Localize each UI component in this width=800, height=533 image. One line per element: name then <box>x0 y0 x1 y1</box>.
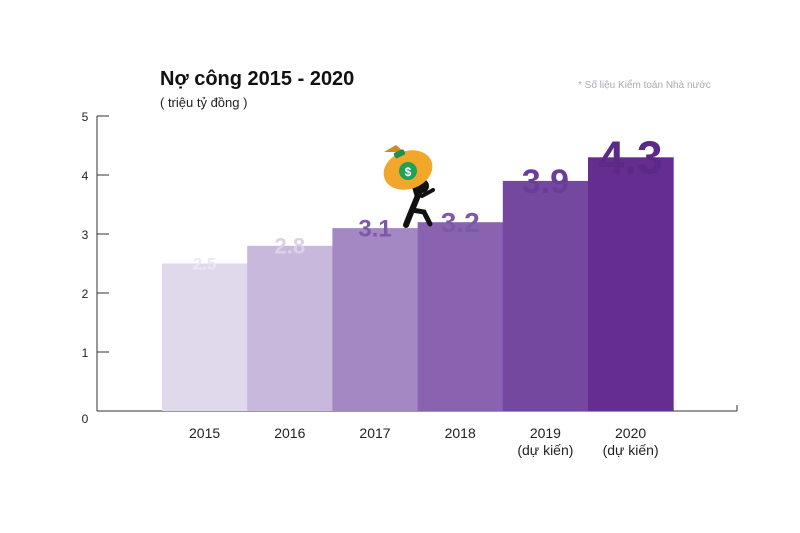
x-tick-labels: 2015 2016 2017 2018 2019 (dự kiến) 2020 (dự kiế… <box>189 425 659 458</box>
x-tick-label: 2016 <box>274 425 305 441</box>
person-carrying-money-bag-icon: $ <box>383 145 435 228</box>
bar <box>502 180 589 411</box>
y-tick-label: 5 <box>82 110 89 124</box>
source-note: * Số liệu Kiểm toán Nhà nước <box>578 80 711 91</box>
bar-value-label: 3.2 <box>441 207 480 238</box>
bar <box>332 228 419 411</box>
bar <box>162 263 248 411</box>
y-tick-label: 4 <box>82 169 89 183</box>
bar-value-label: 2.5 <box>193 254 217 273</box>
bar <box>588 157 674 411</box>
y-tick-label: 2 <box>82 287 89 301</box>
x-tick-label: 2019 (dự kiến) <box>517 425 573 458</box>
value-labels: 2.5 2.8 3.1 3.2 3.9 4.3 <box>193 131 663 273</box>
bar-value-label: 2.8 <box>275 234 306 259</box>
x-tick-label: 2015 <box>189 425 220 441</box>
chart-subtitle: ( triệu tỷ đồng ) <box>160 95 248 110</box>
bars <box>162 157 674 411</box>
y-tick-label: 3 <box>82 228 89 242</box>
x-tick-label: 2017 <box>359 425 390 441</box>
bar <box>417 222 504 411</box>
y-tick-label: 1 <box>82 346 89 360</box>
x-tick-label: 2018 <box>445 425 476 441</box>
bar-value-label: 3.9 <box>522 163 569 201</box>
y-tick-label: 0 <box>82 412 89 426</box>
svg-text:$: $ <box>405 165 412 179</box>
bar <box>247 245 333 411</box>
chart-title: Nợ công 2015 - 2020 <box>160 68 355 90</box>
bar-value-label: 4.3 <box>599 131 663 183</box>
x-tick-label: 2020 (dự kiến) <box>603 425 659 458</box>
bar-value-label: 3.1 <box>358 216 391 243</box>
